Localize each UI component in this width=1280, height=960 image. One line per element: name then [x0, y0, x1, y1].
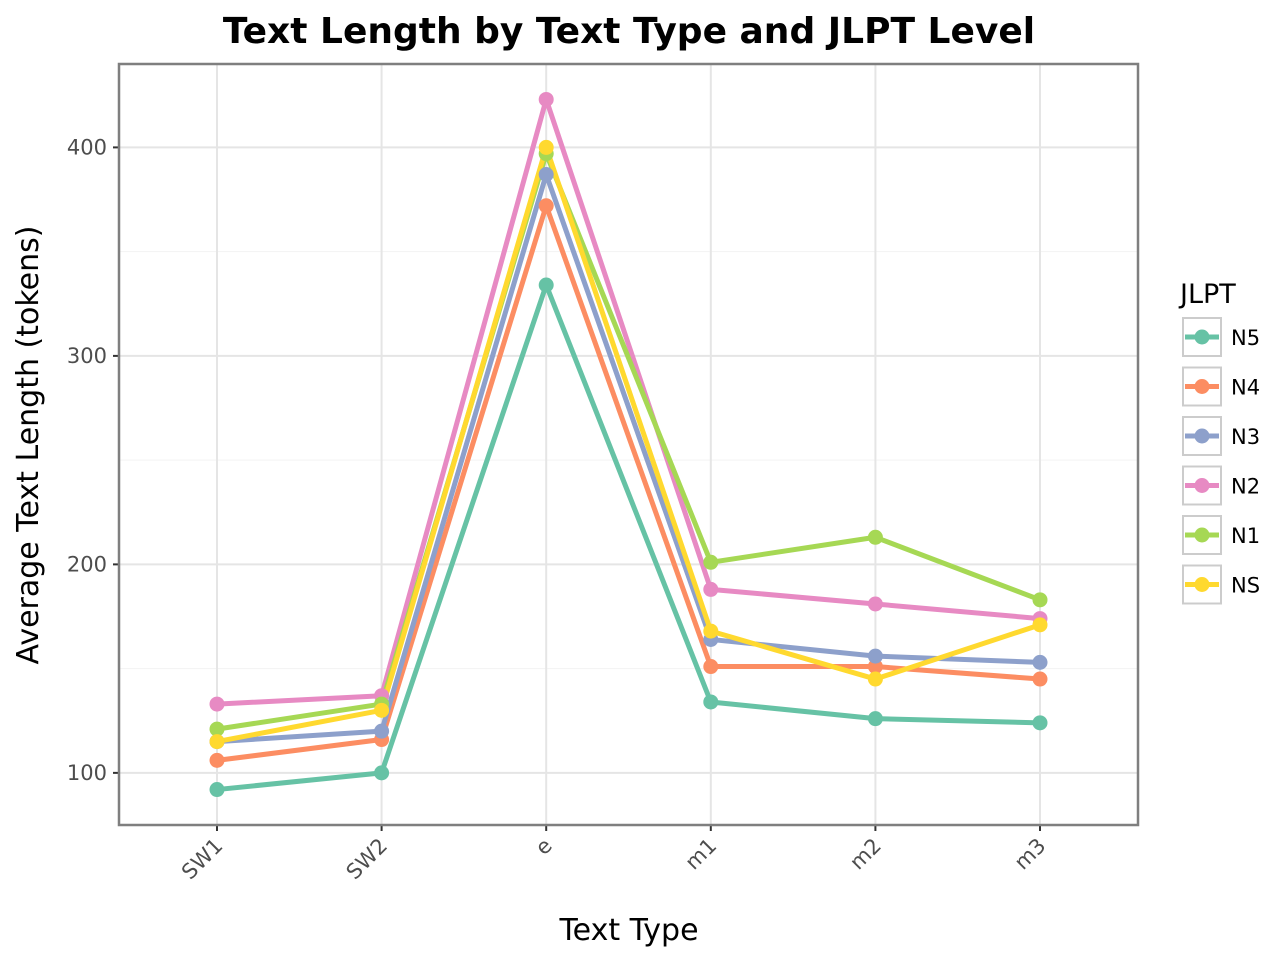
y-tick-label: 400 [67, 135, 107, 159]
legend-item-ns: NS [1182, 564, 1260, 605]
data-point-ns [1032, 617, 1048, 633]
data-point-ns [374, 702, 390, 718]
data-point-n3 [374, 723, 390, 739]
data-point-n3 [1032, 654, 1048, 670]
data-point-n1 [867, 529, 883, 545]
data-point-n1 [1032, 592, 1048, 608]
legend-label: N1 [1231, 524, 1260, 548]
data-point-n4 [538, 198, 554, 214]
data-point-n2 [538, 91, 554, 107]
data-point-n4 [1032, 671, 1048, 687]
legend-item-n3: N3 [1182, 416, 1260, 456]
series-line-n3 [214, 172, 1043, 745]
data-point-n3 [867, 648, 883, 664]
legend-label: NS [1231, 574, 1260, 598]
series-line-n5 [214, 282, 1043, 793]
data-point-n5 [703, 694, 719, 710]
data-point-n4 [703, 659, 719, 675]
data-point-n4 [867, 659, 883, 675]
legend-label: N3 [1231, 425, 1260, 449]
legend-item-n1: N1 [1182, 515, 1260, 555]
data-point-n2 [703, 581, 719, 597]
data-point-ns [538, 139, 554, 155]
series-line-n1 [214, 151, 1043, 732]
y-axis-title: Average Text Length (tokens) [11, 226, 46, 665]
panel-border [117, 62, 1140, 827]
series-line-ns [214, 144, 1043, 745]
x-axis-title: Text Type [558, 913, 698, 948]
chart-title: Text Length by Text Type and JLPT Level [223, 11, 1035, 52]
data-point-n5 [374, 765, 390, 781]
series-line-n2 [214, 96, 1043, 707]
data-point-n1 [209, 721, 225, 737]
data-point-n4 [209, 752, 225, 768]
y-tick-label: 200 [67, 552, 107, 576]
data-point-ns [703, 623, 719, 639]
data-point-n3 [538, 167, 554, 183]
legend-item-n4: N4 [1182, 366, 1260, 407]
legend-key-point [1194, 527, 1210, 543]
legend-key-point [1194, 428, 1210, 444]
data-point-n5 [538, 277, 554, 293]
legend-key-point [1194, 577, 1210, 592]
legend-item-n5: N5 [1182, 317, 1260, 357]
legend-label: N2 [1231, 475, 1260, 499]
legend: JLPT N5 N4 N3 N2 N1 NS [1178, 279, 1260, 605]
legend-key-point [1194, 379, 1210, 394]
legend-key-point [1194, 478, 1210, 493]
legend-item-n2: N2 [1182, 465, 1260, 506]
panel-background [119, 64, 1138, 825]
data-point-n2 [867, 596, 883, 612]
data-point-n5 [1032, 715, 1048, 731]
data-point-n5 [209, 782, 225, 798]
legend-label: N4 [1231, 376, 1260, 400]
data-point-n5 [867, 711, 883, 727]
y-tick-label: 100 [67, 761, 107, 785]
legend-label: N5 [1231, 326, 1260, 350]
legend-title: JLPT [1178, 279, 1236, 310]
data-point-ns [867, 671, 883, 687]
data-point-n2 [209, 696, 225, 712]
data-point-ns [209, 734, 225, 750]
data-point-n1 [703, 554, 719, 570]
y-tick-label: 300 [67, 344, 107, 368]
legend-key-point [1194, 329, 1210, 345]
